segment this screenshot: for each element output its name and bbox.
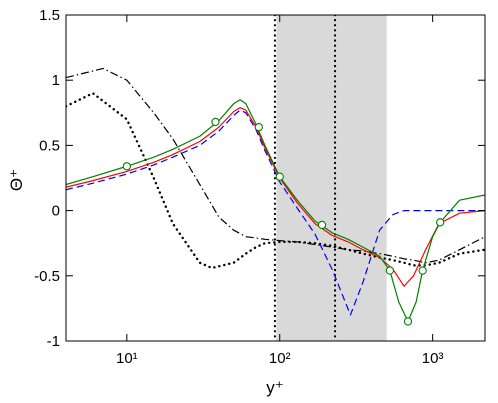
x-tick-label: 10¹ [116, 350, 138, 367]
data-line [66, 106, 485, 287]
data-marker [317, 220, 327, 230]
y-tick-label: -0.5 [34, 268, 60, 285]
y-tick-label: -1 [47, 333, 60, 350]
y-tick-label: 1.5 [39, 7, 60, 24]
data-marker [436, 218, 445, 227]
x-tick-label: 10² [269, 350, 291, 367]
data-marker [254, 122, 263, 132]
plot-area [66, 15, 485, 341]
data-marker [122, 162, 131, 171]
y-tick-label: 0 [52, 203, 60, 220]
data-marker [211, 117, 220, 127]
axes-frame [65, 14, 486, 342]
data-line [66, 67, 485, 264]
data-marker [385, 266, 395, 275]
data-line [66, 99, 485, 323]
shaded-region [276, 15, 387, 341]
data-marker [418, 266, 427, 275]
y-tick-label: 1 [52, 72, 60, 89]
data-line [66, 92, 485, 270]
data-marker [403, 317, 413, 326]
data-line [66, 109, 485, 316]
y-axis-label: Θ⁺ [7, 169, 26, 191]
x-axis-label: y⁺ [266, 378, 283, 397]
x-tick-label: 10³ [422, 350, 444, 367]
y-tick-label: 0.5 [39, 137, 60, 154]
data-marker [275, 172, 284, 181]
